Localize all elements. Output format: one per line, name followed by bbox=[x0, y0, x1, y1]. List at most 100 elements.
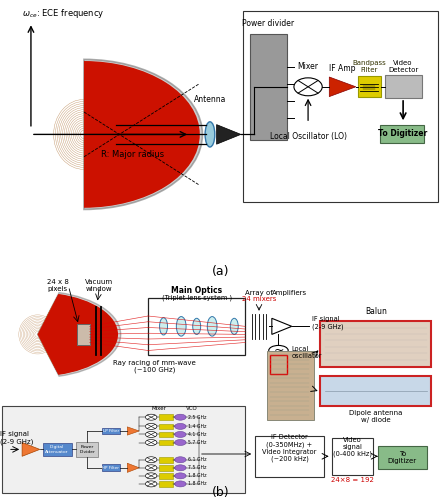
Wedge shape bbox=[38, 292, 121, 376]
FancyBboxPatch shape bbox=[102, 428, 120, 434]
Text: Bandpass
Filter: Bandpass Filter bbox=[353, 60, 386, 74]
Text: Mixer: Mixer bbox=[152, 406, 167, 412]
Text: IF signal
(2-9 GHz): IF signal (2-9 GHz) bbox=[312, 316, 343, 330]
Wedge shape bbox=[38, 332, 43, 337]
Text: Mixer: Mixer bbox=[297, 62, 319, 72]
FancyBboxPatch shape bbox=[159, 473, 173, 478]
Text: IF signal
(2-9 GHz): IF signal (2-9 GHz) bbox=[0, 431, 34, 444]
Wedge shape bbox=[38, 312, 83, 357]
Circle shape bbox=[175, 473, 186, 479]
Text: To
Digitizer: To Digitizer bbox=[388, 451, 417, 464]
FancyBboxPatch shape bbox=[320, 376, 431, 406]
Text: Balun: Balun bbox=[365, 307, 387, 316]
Text: R: Major radius: R: Major radius bbox=[101, 150, 164, 159]
Text: 1.4 GHz: 1.4 GHz bbox=[188, 424, 206, 429]
Circle shape bbox=[145, 457, 157, 462]
Wedge shape bbox=[38, 298, 111, 372]
Text: Vacuum
window: Vacuum window bbox=[85, 279, 114, 292]
Ellipse shape bbox=[205, 122, 215, 147]
Text: Digital
Attenuator: Digital Attenuator bbox=[46, 445, 69, 454]
Wedge shape bbox=[38, 318, 72, 352]
Text: 24×8 = 192: 24×8 = 192 bbox=[331, 477, 374, 483]
Ellipse shape bbox=[160, 318, 168, 335]
Circle shape bbox=[145, 465, 157, 471]
Wedge shape bbox=[38, 326, 54, 343]
Wedge shape bbox=[84, 60, 202, 210]
Polygon shape bbox=[217, 124, 241, 144]
Circle shape bbox=[175, 440, 186, 446]
Text: To Digitizer: To Digitizer bbox=[377, 130, 427, 138]
Ellipse shape bbox=[207, 316, 217, 336]
Text: Video
Detector: Video Detector bbox=[388, 60, 418, 73]
Text: 4.1 GHz: 4.1 GHz bbox=[188, 432, 206, 437]
Ellipse shape bbox=[193, 318, 201, 334]
Wedge shape bbox=[84, 78, 174, 192]
Text: Video
signal
(0-400 kHz): Video signal (0-400 kHz) bbox=[333, 437, 372, 457]
Wedge shape bbox=[84, 82, 166, 186]
Text: Power
Divider: Power Divider bbox=[79, 445, 95, 454]
Text: Local Oscillator (LO): Local Oscillator (LO) bbox=[270, 132, 347, 140]
Circle shape bbox=[175, 457, 186, 462]
Wedge shape bbox=[84, 61, 200, 208]
Circle shape bbox=[294, 78, 322, 96]
Wedge shape bbox=[84, 98, 141, 170]
Text: 24 x 8
pixels: 24 x 8 pixels bbox=[46, 279, 69, 292]
Wedge shape bbox=[84, 62, 199, 207]
Text: Antenna: Antenna bbox=[194, 94, 226, 104]
FancyBboxPatch shape bbox=[159, 414, 173, 420]
Circle shape bbox=[145, 481, 157, 487]
Text: 1.8 GHz: 1.8 GHz bbox=[188, 474, 206, 478]
Wedge shape bbox=[84, 120, 107, 149]
FancyBboxPatch shape bbox=[102, 464, 120, 471]
FancyBboxPatch shape bbox=[159, 440, 173, 446]
Polygon shape bbox=[127, 427, 139, 435]
Circle shape bbox=[175, 481, 186, 487]
Text: HP Filter: HP Filter bbox=[103, 466, 119, 469]
Text: IF Detector
(0-350MHz) +
Video Integrator
(~200 kHz): IF Detector (0-350MHz) + Video Integrato… bbox=[262, 434, 317, 462]
Text: (Triplet lens system ): (Triplet lens system ) bbox=[162, 294, 232, 301]
Wedge shape bbox=[38, 314, 77, 354]
FancyBboxPatch shape bbox=[159, 481, 173, 486]
Circle shape bbox=[145, 473, 157, 479]
Text: 5.7 GHz: 5.7 GHz bbox=[188, 440, 206, 445]
Circle shape bbox=[175, 424, 186, 430]
FancyBboxPatch shape bbox=[77, 324, 90, 345]
Circle shape bbox=[145, 440, 157, 446]
Text: Array of: Array of bbox=[245, 290, 273, 296]
FancyBboxPatch shape bbox=[385, 75, 422, 98]
Text: (b): (b) bbox=[212, 486, 230, 499]
Polygon shape bbox=[22, 442, 40, 456]
Wedge shape bbox=[84, 67, 191, 202]
FancyBboxPatch shape bbox=[250, 34, 287, 140]
Wedge shape bbox=[38, 294, 117, 374]
Text: IF Amp: IF Amp bbox=[329, 64, 356, 73]
FancyBboxPatch shape bbox=[2, 406, 245, 493]
FancyBboxPatch shape bbox=[380, 124, 424, 143]
Polygon shape bbox=[329, 77, 356, 96]
Wedge shape bbox=[38, 300, 106, 368]
Text: Main Optics: Main Optics bbox=[171, 286, 222, 296]
Text: LP Filter: LP Filter bbox=[103, 429, 119, 433]
Wedge shape bbox=[84, 109, 124, 160]
Wedge shape bbox=[84, 114, 116, 154]
Wedge shape bbox=[38, 320, 66, 348]
FancyBboxPatch shape bbox=[159, 457, 173, 462]
Text: $\omega_{ce}$: ECE frequency: $\omega_{ce}$: ECE frequency bbox=[22, 6, 105, 20]
Wedge shape bbox=[38, 306, 94, 363]
Wedge shape bbox=[84, 130, 91, 138]
Ellipse shape bbox=[230, 318, 238, 334]
FancyBboxPatch shape bbox=[159, 424, 173, 429]
Polygon shape bbox=[127, 463, 139, 472]
Wedge shape bbox=[84, 125, 99, 144]
Text: Local
oscillator: Local oscillator bbox=[292, 346, 322, 360]
FancyBboxPatch shape bbox=[76, 442, 98, 457]
Text: 6.1 GHz: 6.1 GHz bbox=[188, 457, 206, 462]
FancyBboxPatch shape bbox=[378, 446, 427, 469]
Polygon shape bbox=[272, 318, 292, 334]
Circle shape bbox=[175, 414, 186, 420]
FancyBboxPatch shape bbox=[159, 465, 173, 470]
Wedge shape bbox=[84, 88, 157, 181]
Text: ~: ~ bbox=[273, 344, 284, 357]
Wedge shape bbox=[84, 72, 182, 196]
FancyBboxPatch shape bbox=[267, 350, 314, 420]
